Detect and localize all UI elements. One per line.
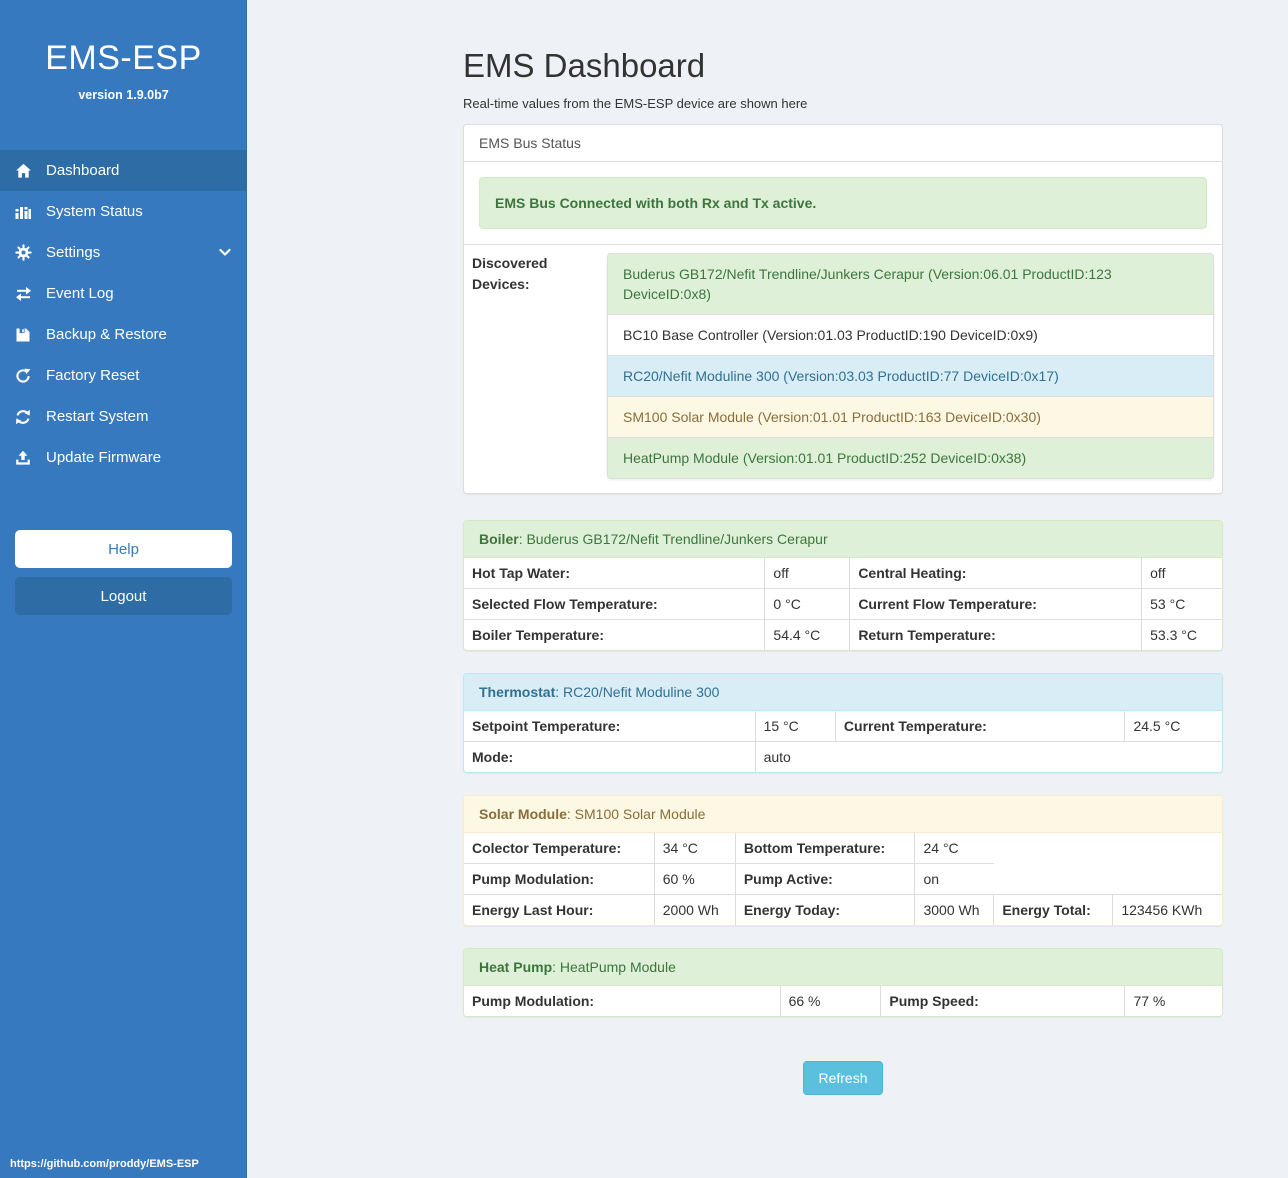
table-row: Setpoint Temperature: 15 °C Current Tempe… xyxy=(464,711,1222,742)
solar-heading-device: : SM100 Solar Module xyxy=(566,806,706,823)
heat-pump-heading-title: Heat Pump xyxy=(479,959,553,976)
table-row: Boiler Temperature: 54.4 °C Return Temper… xyxy=(464,619,1222,651)
solar-heading-title: Solar Module xyxy=(479,806,567,823)
sidebar-item-label: Factory Reset xyxy=(46,367,140,384)
help-button[interactable]: Help xyxy=(15,530,232,568)
sidebar-item-label: Settings xyxy=(46,244,101,261)
sidebar-buttons: Help Logout xyxy=(0,530,247,615)
app-title: EMS-ESP xyxy=(45,39,202,77)
main-content: EMS Dashboard Real-time values from the … xyxy=(247,0,1223,1178)
sidebar-item-restart-system[interactable]: Restart System xyxy=(0,396,247,437)
table-row: Energy Last Hour: 2000 Wh Energy Today: 30… xyxy=(464,894,1222,926)
page-title: EMS Dashboard xyxy=(463,47,706,84)
sidebar-item-factory-reset[interactable]: Factory Reset xyxy=(0,355,247,396)
sidebar: EMS-ESP version 1.9.0b7 Dashboard xyxy=(0,0,247,1178)
device-list-item: Buderus GB172/Nefit Trendline/Junkers Ce… xyxy=(607,253,1214,316)
sidebar-item-label: Dashboard xyxy=(46,162,120,179)
boiler-panel: Boiler: Buderus GB172/Nefit Trendline/Ju… xyxy=(463,520,1223,652)
ems-bus-status-panel: EMS Bus Status EMS Bus Connected with bo… xyxy=(463,124,1223,495)
sidebar-item-system-status[interactable]: System Status xyxy=(0,191,247,232)
device-list-item: SM100 Solar Module (Version:01.01 Produc… xyxy=(607,396,1214,439)
sidebar-item-update-firmware[interactable]: Update Firmware xyxy=(0,437,247,478)
home-icon xyxy=(14,162,32,179)
table-row: Pump Modulation: 60 % Pump Active: on xyxy=(464,863,1222,895)
discovered-devices-cell: Buderus GB172/Nefit Trendline/Junkers Ce… xyxy=(607,245,1222,493)
brand: EMS-ESP version 1.9.0b7 xyxy=(0,0,247,102)
heat-pump-panel: Heat Pump: HeatPump Module Pump Modulati… xyxy=(463,948,1223,1018)
thermostat-heading: Thermostat: RC20/Nefit Moduline 300 xyxy=(464,674,1222,712)
sidebar-item-label: Restart System xyxy=(46,408,149,425)
solar-table: Colector Temperature: 34 °C Bottom Temper… xyxy=(464,833,1222,926)
discovered-devices-row: Discovered Devices: Buderus GB172/Nefit … xyxy=(464,244,1222,494)
device-list-item: RC20/Nefit Moduline 300 (Version:03.03 P… xyxy=(607,355,1214,398)
heat-pump-heading-device: : HeatPump Module xyxy=(552,959,676,976)
sidebar-item-label: Backup & Restore xyxy=(46,326,167,343)
table-row: Colector Temperature: 34 °C Bottom Temper… xyxy=(464,833,1222,864)
thermostat-heading-title: Thermostat xyxy=(479,684,556,701)
bus-connected-alert: EMS Bus Connected with both Rx and Tx ac… xyxy=(479,177,1207,230)
table-row: Mode: auto xyxy=(464,741,1222,773)
table-row: Selected Flow Temperature: 0 °C Current F… xyxy=(464,588,1222,620)
thermostat-heading-device: : RC20/Nefit Moduline 300 xyxy=(555,684,720,701)
sidebar-item-label: Update Firmware xyxy=(46,449,162,466)
device-list-item: HeatPump Module (Version:01.01 ProductID… xyxy=(607,437,1214,480)
boiler-heading: Boiler: Buderus GB172/Nefit Trendline/Ju… xyxy=(464,521,1222,559)
heat-pump-heading: Heat Pump: HeatPump Module xyxy=(464,949,1222,987)
exchange-icon xyxy=(14,285,32,302)
solar-module-panel: Solar Module: SM100 Solar Module Colecto… xyxy=(463,795,1223,927)
heat-pump-table: Pump Modulation: 66 % Pump Speed: 77 % xyxy=(464,986,1222,1017)
boiler-heading-device: : Buderus GB172/Nefit Trendline/Junkers … xyxy=(518,531,828,548)
app-version: version 1.9.0b7 xyxy=(78,88,169,102)
sidebar-item-label: Event Log xyxy=(46,285,114,302)
refresh-area: Refresh xyxy=(463,1039,1223,1135)
sidebar-item-label: System Status xyxy=(46,203,143,220)
page-subtitle: Real-time values from the EMS-ESP device… xyxy=(463,96,808,112)
refresh-button[interactable]: Refresh xyxy=(803,1061,883,1096)
chevron-down-icon xyxy=(219,248,231,257)
sidebar-item-dashboard[interactable]: Dashboard xyxy=(0,150,247,191)
logout-button[interactable]: Logout xyxy=(15,577,232,615)
repeat-icon xyxy=(14,367,32,384)
sidebar-item-backup-restore[interactable]: Backup & Restore xyxy=(0,314,247,355)
thermostat-table: Setpoint Temperature: 15 °C Current Tempe… xyxy=(464,711,1222,773)
sidebar-nav: Dashboard System Status xyxy=(0,150,247,478)
boiler-heading-title: Boiler xyxy=(479,531,519,548)
table-row: Hot Tap Water: off Central Heating: off xyxy=(464,558,1222,589)
discovered-devices-label: Discovered Devices: xyxy=(472,255,548,293)
boiler-table: Hot Tap Water: off Central Heating: off Se… xyxy=(464,558,1222,651)
upload-icon xyxy=(14,449,32,466)
device-list: Buderus GB172/Nefit Trendline/Junkers Ce… xyxy=(607,253,1214,480)
gear-icon xyxy=(14,244,32,261)
ems-bus-status-heading: EMS Bus Status xyxy=(464,125,1222,163)
refresh-icon xyxy=(14,408,32,425)
thermostat-panel: Thermostat: RC20/Nefit Moduline 300 Setp… xyxy=(463,673,1223,774)
sidebar-item-settings[interactable]: Settings xyxy=(0,232,247,273)
device-list-item: BC10 Base Controller (Version:01.03 Prod… xyxy=(607,314,1214,357)
github-link[interactable]: https://github.com/proddy/EMS-ESP xyxy=(10,1158,199,1170)
save-icon xyxy=(14,326,32,343)
empty-cell xyxy=(994,833,1222,895)
solar-heading: Solar Module: SM100 Solar Module xyxy=(464,796,1222,834)
sidebar-item-event-log[interactable]: Event Log xyxy=(0,273,247,314)
system-status-icon xyxy=(14,203,32,220)
ems-bus-status-body: EMS Bus Connected with both Rx and Tx ac… xyxy=(464,162,1222,244)
table-row: Pump Modulation: 66 % Pump Speed: 77 % xyxy=(464,986,1222,1017)
